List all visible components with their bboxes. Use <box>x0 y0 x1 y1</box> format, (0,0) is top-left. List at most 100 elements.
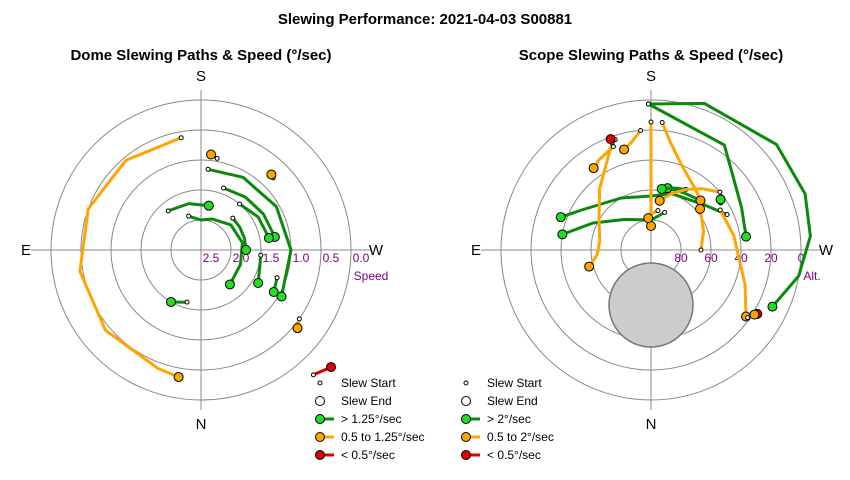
chart-title: Dome Slewing Paths & Speed (°/sec) <box>70 47 331 64</box>
slew-end-marker <box>203 200 214 211</box>
legend-item-end: Slew End <box>315 394 392 408</box>
legend-item-fast: > 2°/sec <box>461 412 531 426</box>
slew-end-marker <box>276 291 287 302</box>
slew-start-marker <box>724 212 730 218</box>
slew-end-marker <box>166 296 176 307</box>
slew-path-medium <box>660 121 702 202</box>
slew-path-fast <box>647 102 748 239</box>
slew-path-fast <box>560 210 667 236</box>
legend-label: Slew End <box>487 394 538 408</box>
slew-start-marker <box>648 119 654 125</box>
legend-item-start: Slew Start <box>463 376 542 390</box>
slew-end-marker <box>654 195 665 206</box>
obstruction-zone <box>608 262 694 348</box>
slew-end-marker <box>224 279 235 290</box>
slew-path-medium <box>587 141 614 269</box>
legend-item-fast: > 1.25°/sec <box>315 412 402 426</box>
slew-path-fast <box>206 167 293 298</box>
legend-marker-swatch <box>461 450 471 460</box>
slew-start-marker <box>214 155 220 161</box>
legend-item-medium: 0.5 to 1.25°/sec <box>315 430 425 444</box>
compass-right-label: W <box>369 242 384 259</box>
slew-end-marker <box>557 229 568 240</box>
legend-marker-swatch <box>315 414 325 424</box>
slew-path-medium <box>718 208 748 318</box>
slew-end-marker <box>767 301 778 312</box>
radial-tick-label: 1.0 <box>293 251 310 265</box>
slew-end-marker <box>584 261 595 272</box>
slew-start-marker <box>205 166 211 172</box>
slew-path-fast <box>231 216 248 252</box>
compass-bottom-label: N <box>196 416 207 433</box>
slew-end-marker <box>241 245 251 255</box>
legend-marker-swatch <box>461 432 471 442</box>
legend-marker-swatch <box>315 450 325 460</box>
legend-start-marker <box>317 380 323 386</box>
slew-end-marker <box>605 134 616 145</box>
radial-tick-label: 0.0 <box>353 251 370 265</box>
radial-tick-label: 1.5 <box>263 251 280 265</box>
compass-left-label: E <box>21 242 31 259</box>
slew-start-marker <box>186 213 192 219</box>
legend: Slew Start Slew End > 2°/sec 0.5 to 2°/sec <… <box>461 376 554 462</box>
legend-item-slow: < 0.5°/sec <box>315 448 395 462</box>
slew-end-marker <box>326 362 337 373</box>
slew-path-fast <box>222 186 277 239</box>
legend-label: 0.5 to 1.25°/sec <box>341 430 425 444</box>
slew-end-marker <box>292 323 303 334</box>
slew-path-fast <box>238 202 271 240</box>
scope-polar-chart: Scope Slewing Paths & Speed (°/sec) S N E W 8… <box>461 47 834 462</box>
slew-start-marker <box>221 185 227 191</box>
slew-start-marker <box>659 119 665 125</box>
radial-tick-label: 0 <box>798 251 805 265</box>
legend-item-start: Slew Start <box>317 376 396 390</box>
slew-path-medium <box>698 207 706 252</box>
slew-end-marker <box>695 195 706 206</box>
slew-start-marker <box>655 208 661 214</box>
slew-path-medium <box>78 136 183 379</box>
compass-top-label: S <box>196 68 206 85</box>
legend-item-slow: < 0.5°/sec <box>461 448 541 462</box>
slew-end-marker <box>588 163 599 174</box>
compass-right-label: W <box>819 242 834 259</box>
slew-end-marker <box>206 149 217 160</box>
slew-start-marker <box>274 275 280 281</box>
slew-start-marker <box>717 189 723 195</box>
slew-start-marker <box>184 299 190 305</box>
slew-end-marker <box>643 213 654 224</box>
slew-start-marker <box>745 315 751 321</box>
radial-tick-label: 20 <box>764 251 778 265</box>
dome-polar-chart: Dome Slewing Paths & Speed (°/sec) S N E W 2.… <box>21 47 425 462</box>
slew-end-marker <box>715 194 726 205</box>
legend-label: < 0.5°/sec <box>341 448 395 462</box>
legend-end-marker <box>461 396 471 406</box>
legend-item-end: Slew End <box>461 394 538 408</box>
slew-start-marker <box>717 207 723 213</box>
slew-path-medium <box>658 187 722 203</box>
slew-end-marker <box>268 287 279 297</box>
slew-path-fast <box>187 214 244 286</box>
legend-end-marker <box>315 396 325 406</box>
legend-label: Slew Start <box>487 376 542 390</box>
radial-tick-label: 2.5 <box>203 251 220 265</box>
radial-axis-name: Speed <box>354 269 389 283</box>
legend: Slew Start Slew End > 1.25°/sec 0.5 to 1.25… <box>315 376 425 462</box>
legend-label: < 0.5°/sec <box>487 448 541 462</box>
slew-end-marker <box>619 144 630 155</box>
slew-start-marker <box>662 209 668 215</box>
slew-start-marker <box>165 208 171 214</box>
slew-end-marker <box>263 233 274 244</box>
slew-path-fast <box>166 202 211 213</box>
slew-start-marker <box>258 252 264 258</box>
legend-marker-swatch <box>315 432 325 442</box>
slew-path-fast <box>666 186 702 202</box>
radial-tick-label: 0.5 <box>323 251 340 265</box>
chart-title: Scope Slewing Paths & Speed (°/sec) <box>519 47 783 64</box>
legend-start-marker <box>463 380 469 386</box>
slew-start-marker <box>310 372 316 378</box>
legend-marker-swatch <box>461 414 471 424</box>
slew-end-marker <box>253 278 264 288</box>
radial-tick-label: 80 <box>674 251 688 265</box>
slew-start-marker <box>230 215 236 221</box>
